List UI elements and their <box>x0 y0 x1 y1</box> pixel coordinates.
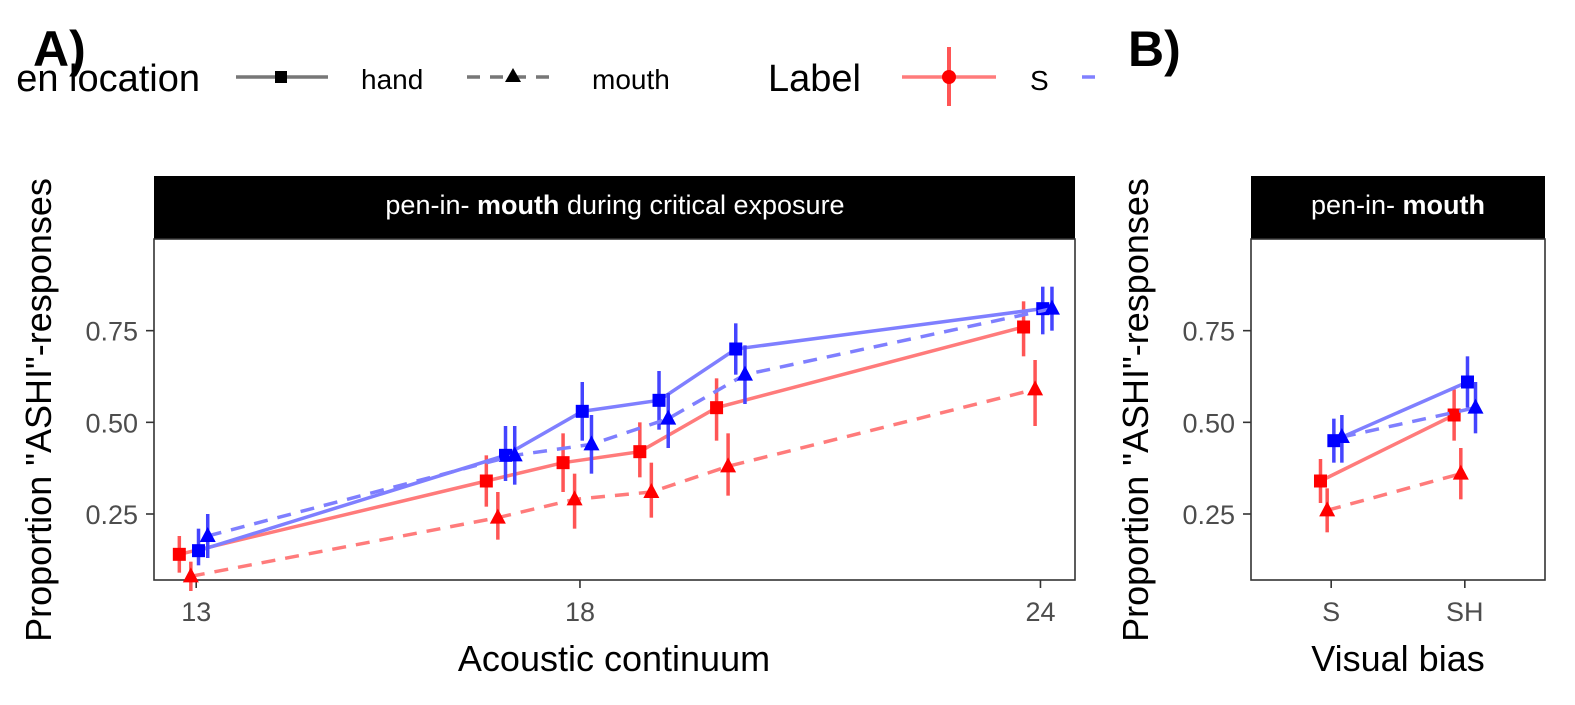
panel-a-x-axis-title: Acoustic continuum <box>458 638 770 679</box>
legend-mouth-label: mouth <box>592 64 670 95</box>
series-sh-hand-point <box>192 544 206 558</box>
series-sh-hand-point <box>575 404 589 418</box>
panel-b-marks <box>1313 356 1484 533</box>
panel-a-strip <box>154 176 1075 239</box>
legend-hand-square-icon <box>275 71 287 83</box>
series-sh-mouth-point <box>1043 299 1060 315</box>
panel-b-plot-area <box>1250 238 1546 581</box>
x-tick-label: S <box>1322 597 1340 627</box>
panel-b-y-axis: 0.25 0.50 0.75 <box>1182 317 1251 530</box>
series-s-mouth-point <box>720 457 737 473</box>
series-s-hand-point <box>172 547 186 561</box>
y-tick-label: 0.50 <box>85 408 138 438</box>
panel-a-y-axis-title: Proportion "ASHI"-responses <box>18 178 59 642</box>
series-sh-mouth-line <box>207 306 1053 538</box>
y-tick-label: 0.50 <box>1182 408 1235 438</box>
x-tick-label: 18 <box>565 597 595 627</box>
series-s-hand-point <box>633 445 647 459</box>
series-s-hand-point <box>479 474 493 488</box>
series-sh-mouth-point <box>736 365 753 381</box>
series-s-hand-point <box>710 401 724 415</box>
panel-a-x-axis: 13 18 24 <box>181 580 1055 627</box>
x-tick-label: 24 <box>1025 597 1055 627</box>
series-s-hand-point <box>1447 408 1461 422</box>
panel-b-y-axis-title: Proportion "ASHI"-responses <box>1115 178 1156 642</box>
series-s-mouth-point <box>1027 380 1044 396</box>
series-sh-mouth-point <box>199 527 216 542</box>
legend-pen-location-title: en location <box>16 58 200 100</box>
series-s-mouth-point <box>489 508 506 524</box>
series-sh-mouth-point <box>1467 398 1484 414</box>
panel-a-marks <box>172 286 1060 591</box>
panel-b-strip <box>1251 176 1545 239</box>
panel-label-a: A) <box>33 21 86 77</box>
y-tick-label: 0.25 <box>85 500 138 530</box>
legend-hand-label: hand <box>361 64 423 95</box>
series-sh-mouth-point <box>660 409 677 425</box>
panel-b-x-axis: S SH <box>1322 580 1484 627</box>
y-tick-label: 0.75 <box>1182 317 1235 347</box>
y-tick-label: 0.25 <box>1182 500 1235 530</box>
series-s-mouth-point <box>1319 501 1336 517</box>
panel-a: pen-in- mouth during critical exposure 0… <box>18 176 1076 679</box>
legend-s-dot-icon <box>942 70 956 84</box>
panel-a-strip-text: pen-in- mouth during critical exposure <box>385 190 844 220</box>
panel-label-b: B) <box>1128 21 1181 77</box>
series-s-hand-line <box>178 325 1025 557</box>
series-s-mouth-point <box>1452 464 1469 480</box>
panel-b-x-axis-title: Visual bias <box>1311 638 1484 679</box>
series-s-mouth-point <box>643 483 660 498</box>
legend-mouth-triangle-icon <box>505 68 521 82</box>
series-sh-mouth-point <box>583 435 600 451</box>
series-s-mouth-point <box>566 490 583 506</box>
series-sh-hand-line <box>1333 380 1469 443</box>
panel-b: pen-in- mouth 0.25 0.50 0.75 S SH Visual bi… <box>1115 176 1546 679</box>
series-sh-hand-line <box>197 306 1043 553</box>
legend-s-label: S <box>1030 65 1049 96</box>
series-s-hand-point <box>556 456 570 470</box>
y-tick-label: 0.75 <box>85 317 138 347</box>
series-s-hand-point <box>1313 474 1327 488</box>
series-s-mouth-line <box>190 387 1036 579</box>
panel-a-y-axis: 0.25 0.50 0.75 <box>85 317 154 530</box>
legend: en location hand mouth Label S <box>16 47 1100 106</box>
series-sh-hand-point <box>729 342 743 356</box>
panel-b-strip-text: pen-in- mouth <box>1311 190 1485 220</box>
legend-label-title: Label <box>768 58 861 100</box>
series-sh-mouth-point <box>1333 428 1350 443</box>
series-sh-hand-point <box>652 393 666 407</box>
x-tick-label: SH <box>1446 597 1484 627</box>
series-s-hand-line <box>1319 413 1455 483</box>
series-sh-hand-point <box>1460 375 1474 389</box>
series-s-mouth-point <box>182 567 199 583</box>
series-s-hand-point <box>1017 320 1031 334</box>
series-sh-mouth-point <box>506 446 523 462</box>
x-tick-label: 13 <box>181 597 211 627</box>
